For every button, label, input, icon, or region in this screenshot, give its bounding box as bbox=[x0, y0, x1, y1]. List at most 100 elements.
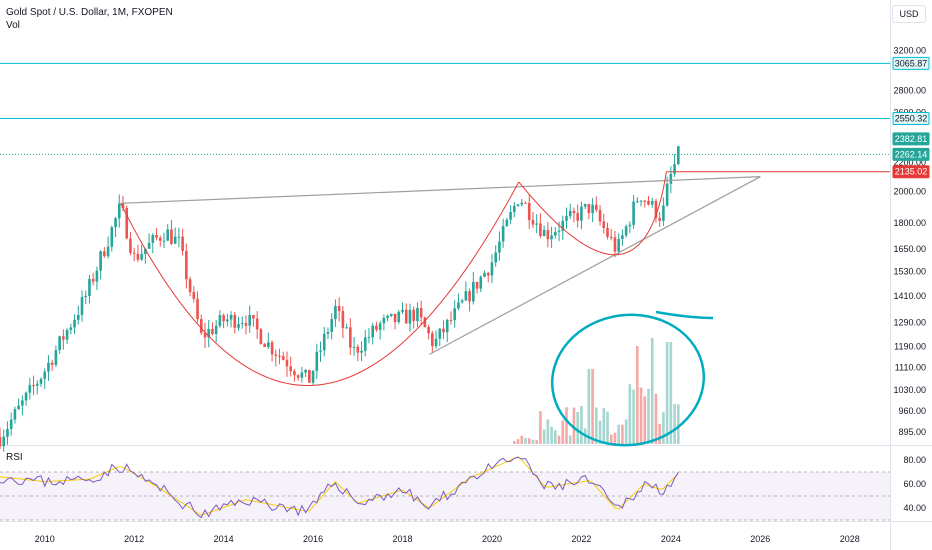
candle-body bbox=[293, 371, 296, 376]
candle-body bbox=[613, 237, 617, 252]
candle-body bbox=[337, 306, 341, 312]
candle-body bbox=[390, 313, 393, 316]
candle-body bbox=[252, 314, 255, 319]
candle-body bbox=[140, 253, 143, 260]
candle-body bbox=[207, 328, 211, 338]
volume-bars bbox=[513, 338, 680, 444]
volume-bar bbox=[632, 389, 635, 444]
candle-body bbox=[203, 332, 207, 338]
candle-body bbox=[62, 336, 65, 340]
candle-body bbox=[233, 314, 237, 328]
currency-button[interactable]: USD bbox=[892, 5, 926, 23]
candle-body bbox=[91, 278, 95, 282]
volume-label[interactable]: Vol bbox=[6, 20, 20, 31]
volume-bar bbox=[636, 346, 639, 444]
candle-body bbox=[136, 253, 140, 260]
candle-body bbox=[69, 327, 73, 330]
price-tag-label: 2382.81 bbox=[895, 134, 928, 144]
candle-body bbox=[106, 246, 110, 257]
candle-body bbox=[408, 309, 412, 324]
candle-body bbox=[535, 223, 538, 225]
candle-body bbox=[248, 314, 252, 326]
annotation-stroke bbox=[655, 310, 714, 320]
candle-body bbox=[628, 224, 632, 227]
price-tick-label: 960.00 bbox=[898, 406, 926, 416]
candle-body bbox=[121, 203, 125, 208]
price-tag-label: 3065.87 bbox=[895, 58, 928, 68]
price-tick-label: 3200.00 bbox=[893, 46, 926, 56]
candle-body bbox=[270, 342, 274, 355]
price-tick-label: 1800.00 bbox=[893, 218, 926, 228]
time-axis: 2010 2012 2014 2016 2018 2020 2022 2024 2026 2028 bbox=[35, 534, 860, 544]
candle-body bbox=[498, 241, 501, 253]
candle-body bbox=[214, 325, 218, 335]
candle-body bbox=[598, 209, 602, 222]
volume-bar bbox=[624, 419, 628, 444]
price-tag-box bbox=[892, 147, 930, 161]
symbol-title[interactable]: Gold Spot / U.S. Dollar, 1M, FXOPEN bbox=[6, 7, 173, 18]
candle-body bbox=[65, 329, 69, 340]
candle-body bbox=[296, 375, 300, 378]
volume-bar bbox=[650, 338, 654, 444]
candle-body bbox=[222, 315, 225, 322]
candle-body bbox=[486, 272, 490, 276]
candle-body bbox=[527, 203, 531, 221]
volume-bar bbox=[561, 420, 565, 444]
candle-body bbox=[110, 227, 114, 247]
candle-body bbox=[416, 307, 419, 321]
candle-body bbox=[237, 324, 240, 328]
candle-body bbox=[524, 202, 527, 204]
candle-body bbox=[632, 201, 635, 225]
volume-bar bbox=[658, 423, 661, 444]
candle-body bbox=[401, 309, 404, 312]
time-tick-label: 2016 bbox=[303, 534, 323, 544]
candle-body bbox=[192, 291, 196, 299]
candle-body bbox=[419, 307, 423, 318]
rsi-tick-label: 80.00 bbox=[903, 455, 926, 465]
candle-body bbox=[509, 211, 512, 220]
candle-body bbox=[9, 419, 13, 430]
candle-body bbox=[531, 220, 535, 225]
price-tick-label: 2200.00 bbox=[893, 158, 926, 168]
time-tick-label: 2024 bbox=[661, 534, 681, 544]
candle-body bbox=[382, 317, 386, 324]
candle-body bbox=[464, 291, 468, 301]
candle-body bbox=[475, 281, 479, 289]
volume-bar bbox=[598, 420, 602, 444]
volume-bar bbox=[654, 393, 658, 444]
candle-body bbox=[624, 226, 628, 236]
candle-body bbox=[539, 223, 542, 237]
rsi-title[interactable]: RSI bbox=[6, 452, 23, 463]
candle-body bbox=[255, 318, 259, 330]
candle-body bbox=[673, 164, 676, 174]
candle-body bbox=[114, 218, 117, 228]
price-tick-label: 1650.00 bbox=[893, 244, 926, 254]
time-tick-label: 2014 bbox=[214, 534, 234, 544]
candle-body bbox=[576, 213, 579, 221]
chart-header: Gold Spot / U.S. Dollar, 1M, FXOPEN Vol bbox=[6, 6, 173, 32]
price-tag-label: 2262.14 bbox=[895, 149, 928, 159]
candle-body bbox=[188, 279, 192, 292]
volume-bar bbox=[669, 342, 673, 444]
candle-body bbox=[606, 227, 609, 237]
candle-body bbox=[595, 204, 598, 210]
candle-body bbox=[334, 306, 337, 320]
candle-body bbox=[196, 298, 199, 320]
candle-body bbox=[0, 437, 2, 447]
candle-body bbox=[35, 383, 39, 386]
candle-body bbox=[311, 370, 315, 383]
candle-body bbox=[468, 291, 471, 302]
candle-body bbox=[550, 235, 553, 240]
candle-body bbox=[360, 350, 363, 353]
candle-body bbox=[80, 296, 84, 315]
candle-body bbox=[47, 362, 50, 372]
candle-body bbox=[404, 309, 408, 324]
candle-body bbox=[662, 205, 665, 221]
candles bbox=[0, 145, 680, 452]
price-tick-label: 1030.00 bbox=[893, 385, 926, 395]
candle-body bbox=[378, 323, 382, 330]
candle-body bbox=[639, 200, 643, 202]
volume-bar bbox=[595, 407, 598, 444]
candle-body bbox=[636, 201, 639, 203]
